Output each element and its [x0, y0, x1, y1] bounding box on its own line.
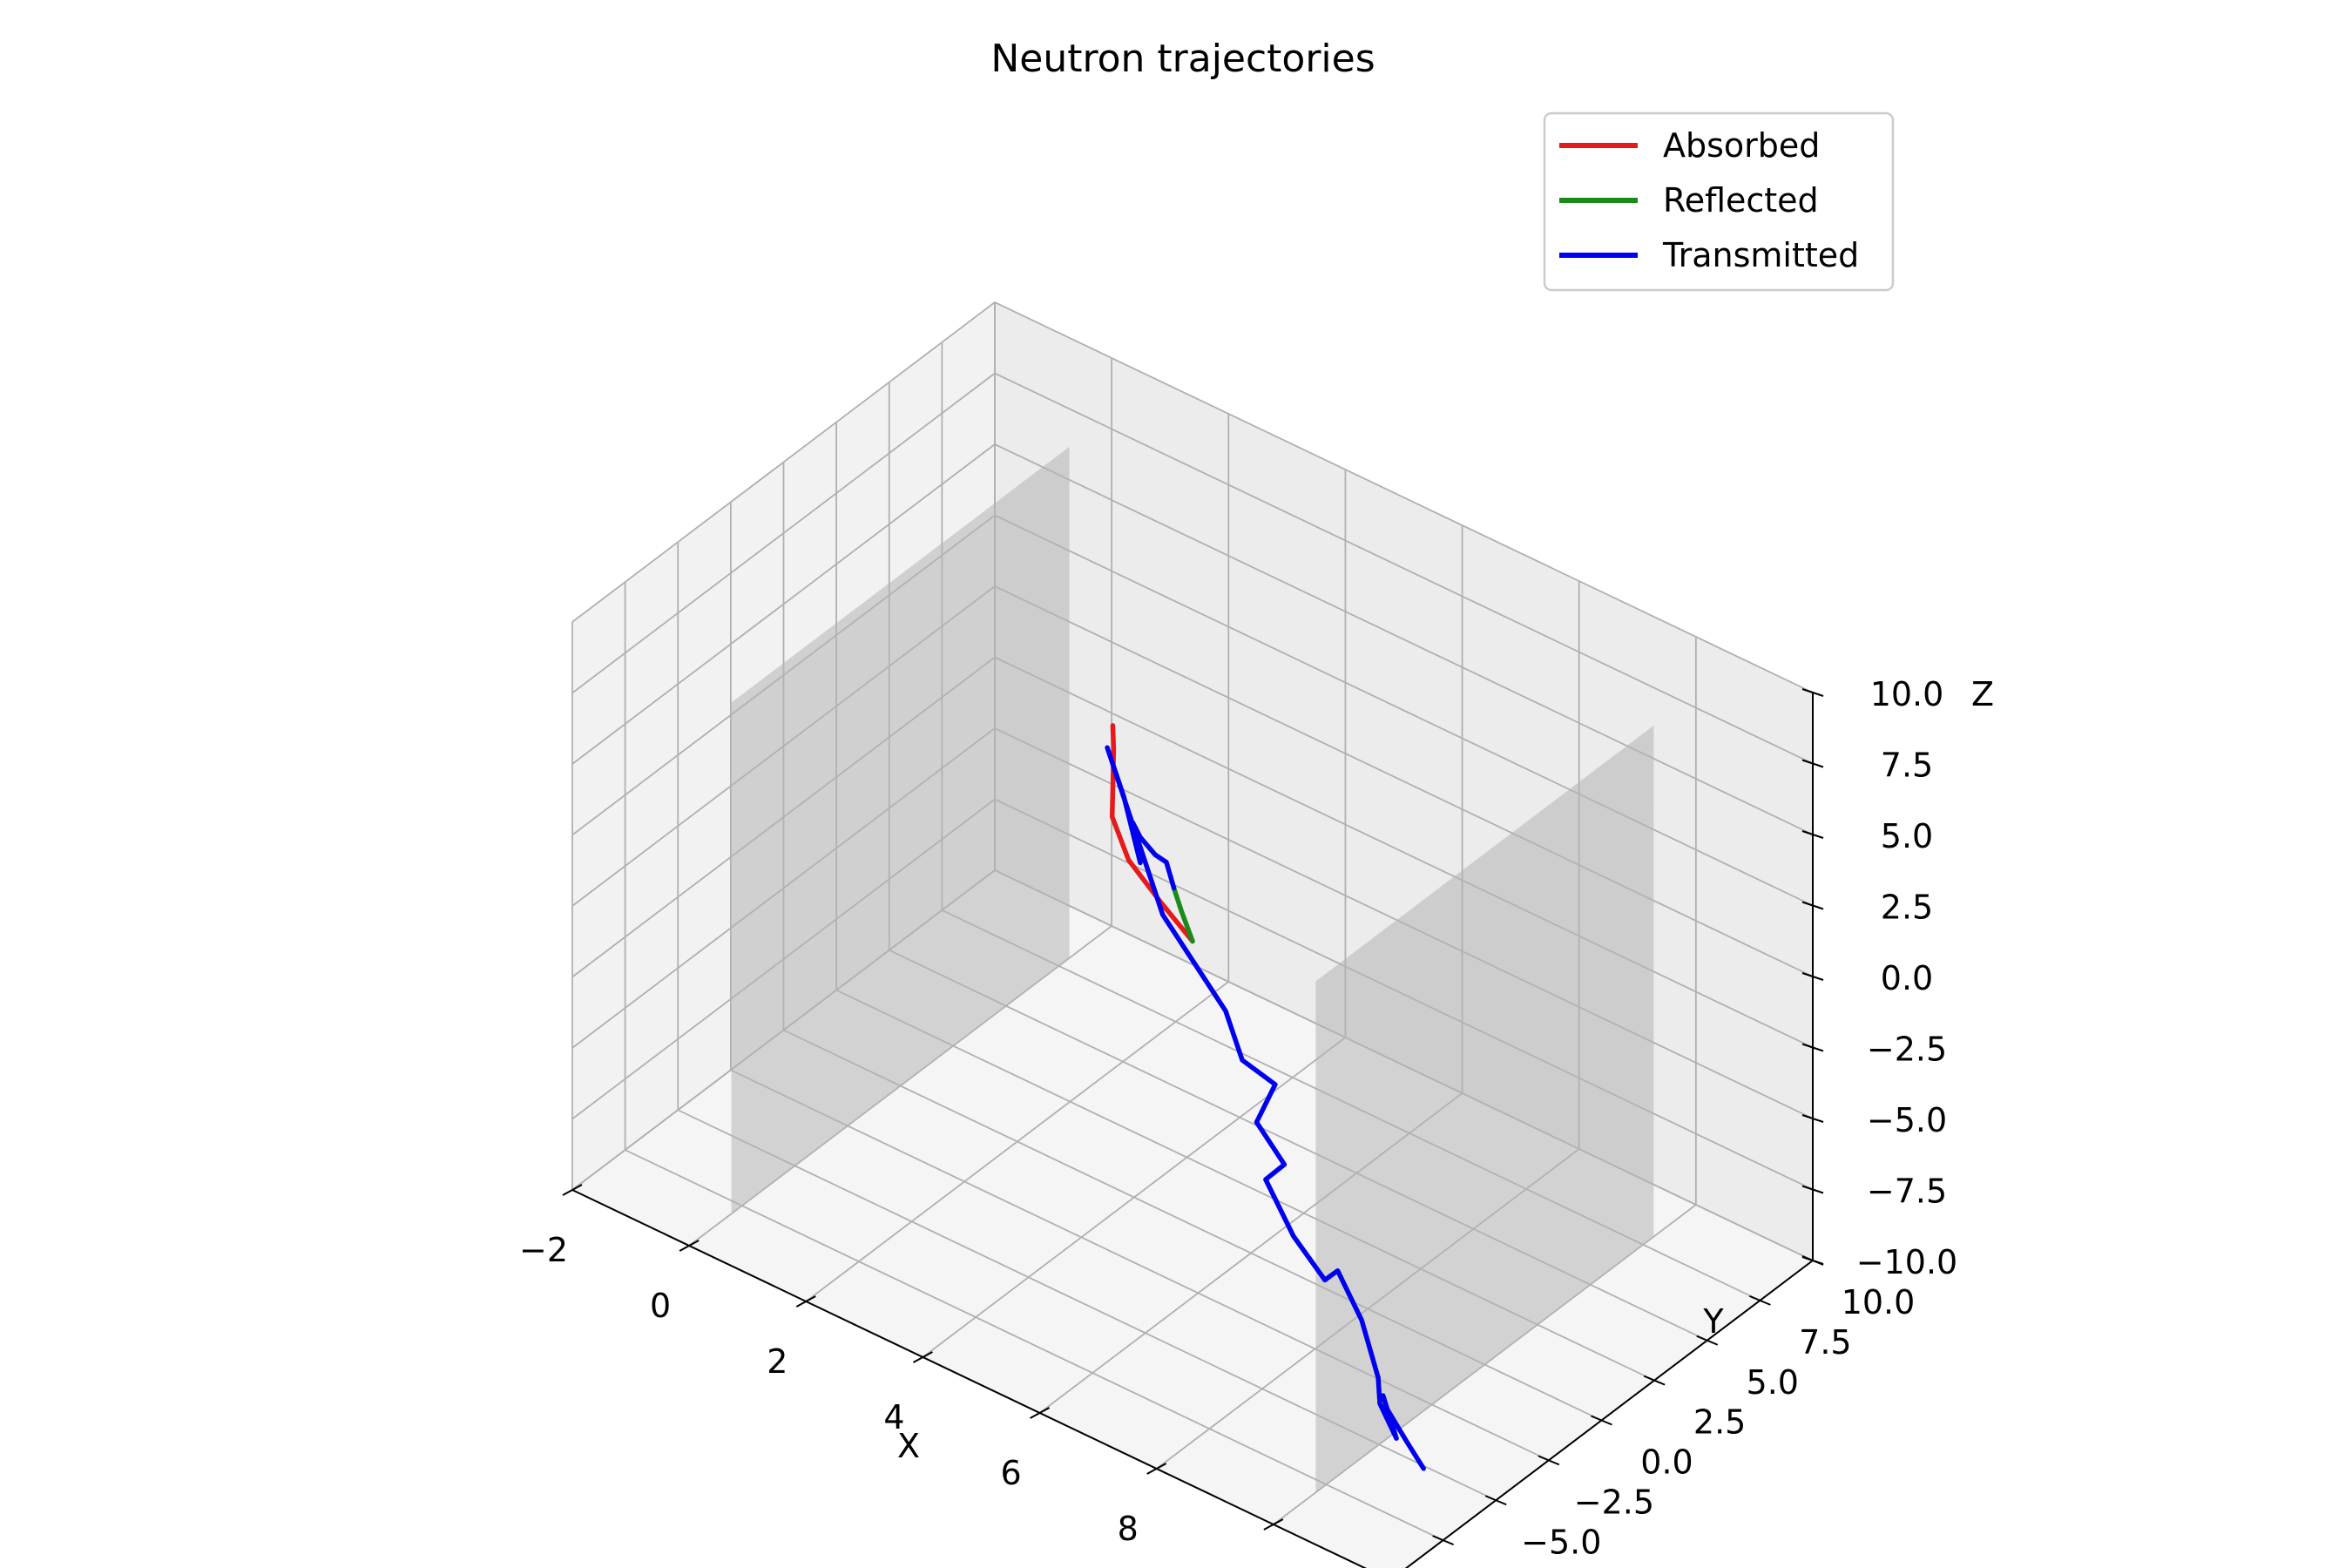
x-tick-label: 4 [883, 1398, 904, 1436]
x-axis-label: X [897, 1427, 920, 1465]
y-tick [1484, 1495, 1507, 1506]
x-tick [795, 1295, 816, 1308]
y-tick-label: −7.5 [1468, 1563, 1548, 1568]
x-tick [1030, 1407, 1051, 1419]
slab-right [1315, 725, 1654, 1493]
y-tick [1748, 1294, 1771, 1306]
x-tick-label: −2 [519, 1231, 568, 1269]
y-tick [1591, 1415, 1612, 1426]
y-tick-label: 2.5 [1693, 1403, 1746, 1442]
y-tick-label: −5.0 [1521, 1523, 1601, 1561]
grid-line-z-back [994, 585, 1814, 977]
y-axis-label: Y [1702, 1302, 1724, 1341]
z-tick [1801, 688, 1824, 697]
grid-line-z-back [994, 514, 1814, 907]
grid-line-y-floor [625, 1149, 1444, 1541]
z-tick-label: 2.5 [1881, 889, 1933, 927]
z-tick-label: 7.5 [1881, 747, 1933, 785]
series-reflected [1171, 885, 1195, 944]
z-tick [1801, 972, 1824, 981]
y-tick-label: 0.0 [1640, 1443, 1693, 1482]
grid-line-z-side [571, 372, 996, 694]
z-tick-label: 5.0 [1881, 817, 1933, 855]
y-tick-label: 5.0 [1747, 1363, 1799, 1402]
grid-line-z-back [994, 656, 1814, 1049]
z-tick-label: −7.5 [1867, 1173, 1947, 1211]
z-tick-label: 0.0 [1881, 959, 1933, 997]
grid-line-z-side [571, 301, 996, 623]
x-tick [562, 1184, 583, 1196]
grid-line-z-back [994, 301, 1814, 693]
x-tick [679, 1240, 700, 1252]
chart-title: Neutron trajectories [990, 37, 1375, 81]
z-tick-label: 10.0 [1870, 675, 1944, 713]
grid-line-z-back [994, 443, 1814, 835]
z-tick [1801, 1043, 1824, 1052]
slab-planes [731, 446, 1654, 1493]
y-tick-label: −2.5 [1574, 1483, 1654, 1521]
x-tick [1263, 1518, 1284, 1531]
legend-label-absorbed: Absorbed [1663, 126, 1820, 165]
y-tick-label: 7.5 [1799, 1323, 1851, 1362]
y-tick [1432, 1535, 1455, 1546]
x-tick [912, 1351, 933, 1363]
x-axis-line [571, 1189, 1367, 1568]
trajectory-series [1105, 723, 1426, 1471]
z-tick [1801, 1185, 1824, 1194]
axis-ticks: −2024681012−10.0−7.5−5.0−2.50.02.55.07.5… [519, 675, 1957, 1568]
x-tick [1146, 1463, 1167, 1475]
z-tick [1801, 1114, 1824, 1123]
legend-frame [1543, 112, 1895, 292]
z-tick-label: −5.0 [1867, 1101, 1947, 1139]
z-tick-label: −2.5 [1867, 1031, 1947, 1069]
legend: Absorbed Reflected Transmitted [1543, 112, 1895, 292]
z-axis-label: Z [1971, 675, 1994, 713]
y-tick [1538, 1455, 1560, 1466]
x-tick-label: 10 [1224, 1565, 1266, 1568]
x-tick-label: 0 [650, 1287, 671, 1325]
z-tick-label: −10.0 [1856, 1243, 1957, 1281]
series-transmitted [1105, 745, 1426, 1471]
y-tick-label: 10.0 [1842, 1283, 1916, 1321]
z-tick [1801, 759, 1824, 768]
legend-label-reflected: Reflected [1663, 181, 1819, 220]
y-tick [1643, 1375, 1666, 1386]
x-tick-label: 2 [767, 1342, 787, 1381]
z-tick [1801, 830, 1824, 839]
z-tick [1801, 901, 1824, 910]
grid-line-z-side [571, 443, 996, 765]
slab-left [731, 446, 1070, 1214]
z-tick [1801, 1256, 1824, 1265]
grid-line-z-back [994, 372, 1814, 765]
x-tick-label: 8 [1118, 1510, 1139, 1548]
legend-label-transmitted: Transmitted [1662, 236, 1859, 274]
x-tick-label: 6 [1000, 1454, 1021, 1492]
y-tick [1696, 1335, 1719, 1346]
